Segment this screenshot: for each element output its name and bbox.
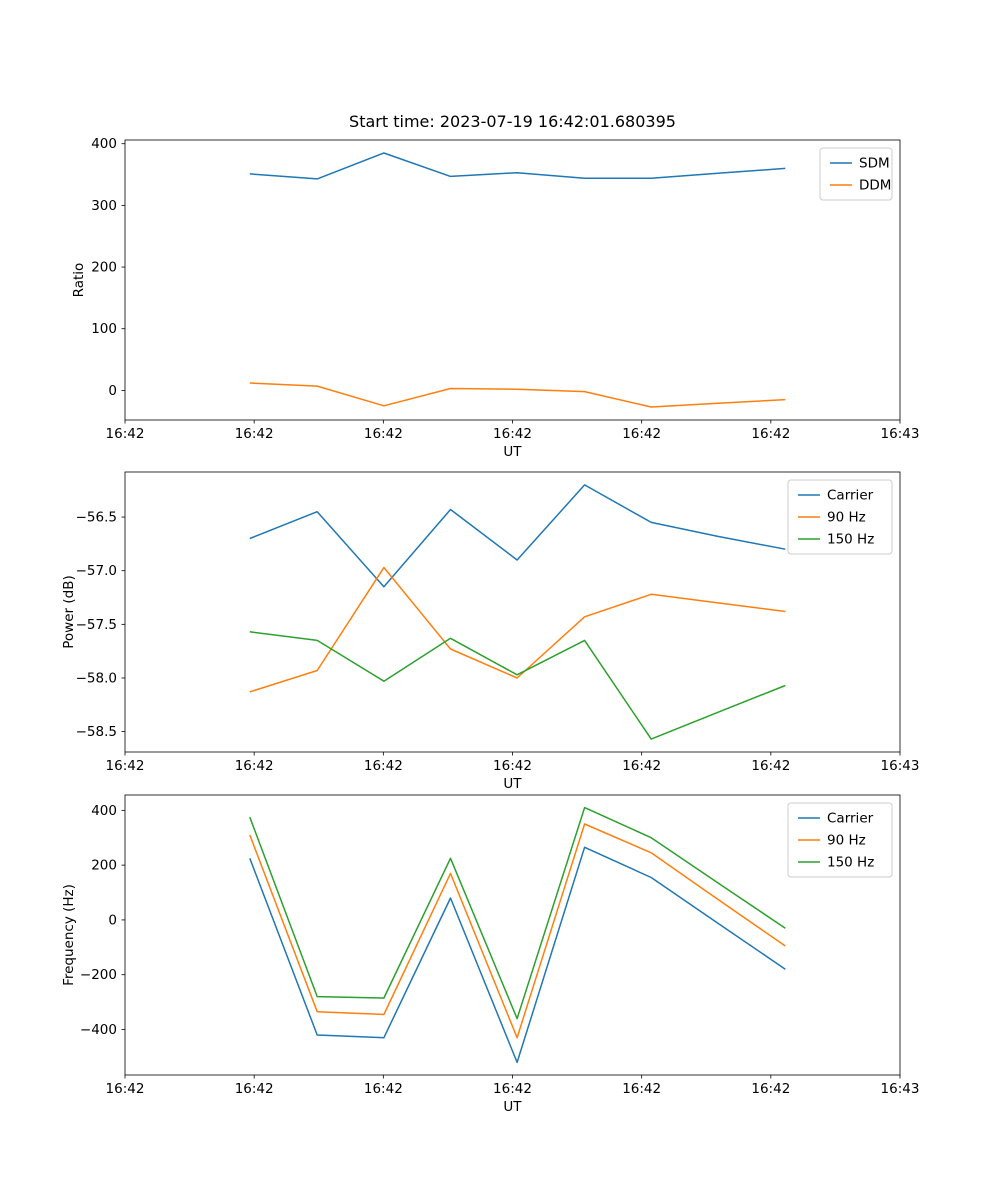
series-line-carrier	[249, 846, 786, 1064]
x-tick-label: 16:42	[493, 1081, 532, 1097]
power-chart: −58.5 −58.0 −57.5 −57.0 −56.5 16:42 16:42 16:42…	[61, 471, 920, 792]
x-tick-label: 16:42	[106, 1081, 145, 1097]
legend-label: SDM	[859, 156, 890, 172]
y-tick-label: 400	[91, 803, 117, 819]
y-tick-label: 200	[91, 260, 117, 276]
y-tick-label: 0	[108, 383, 117, 399]
legend-label: 150 Hz	[827, 855, 874, 871]
x-tick-label: 16:42	[751, 1081, 790, 1097]
y-tick-label: 200	[91, 858, 117, 874]
legend: SDM DDM	[819, 147, 893, 201]
x-tick-label: 16:43	[881, 758, 920, 774]
y-tick-label: −57.0	[76, 563, 117, 579]
y-axis-label: Ratio	[71, 263, 87, 298]
legend-box	[787, 802, 893, 878]
series-line-carrier	[249, 484, 786, 588]
y-tick-label: 100	[91, 321, 117, 337]
x-tick-label: 16:42	[493, 758, 532, 774]
legend: Carrier 90 Hz 150 Hz	[787, 479, 893, 555]
legend-label: DDM	[859, 178, 891, 194]
series-line-150-hz	[249, 806, 786, 1020]
series-line-ddm	[249, 382, 786, 408]
y-tick-label: −58.5	[76, 724, 117, 740]
y-tick-label: −56.5	[76, 510, 117, 526]
x-tick-label: 16:42	[364, 758, 403, 774]
legend-box	[787, 479, 893, 555]
y-axis-label: Frequency (Hz)	[61, 884, 77, 986]
frequency-chart: −400 −200 0 200 400 16:42 16:42 16:42 16:42 16:42…	[61, 794, 920, 1115]
y-tick-label: 400	[91, 136, 117, 152]
x-axis-label: UT	[503, 776, 522, 792]
y-tick-label: −58.0	[76, 670, 117, 686]
legend-label: Carrier	[827, 811, 874, 827]
x-tick-label: 16:42	[106, 426, 145, 442]
y-tick-label: −400	[80, 1022, 117, 1038]
x-tick-label: 16:42	[622, 1081, 661, 1097]
y-tick-label: 300	[91, 198, 117, 214]
y-tick-label: −200	[80, 967, 117, 983]
x-tick-label: 16:42	[493, 426, 532, 442]
legend-box	[819, 147, 893, 201]
figure-title: Start time: 2023-07-19 16:42:01.680395	[349, 112, 676, 131]
legend-label: Carrier	[827, 488, 874, 504]
y-tick-label: 0	[108, 912, 117, 928]
y-axis-label: Power (dB)	[61, 575, 77, 648]
legend: Carrier 90 Hz 150 Hz	[787, 802, 893, 878]
x-tick-label: 16:42	[106, 758, 145, 774]
x-tick-label: 16:42	[751, 426, 790, 442]
series-line-90-hz	[249, 566, 786, 693]
x-tick-label: 16:42	[622, 426, 661, 442]
legend-label: 150 Hz	[827, 532, 874, 548]
x-axis-label: UT	[503, 444, 522, 460]
x-tick-label: 16:42	[235, 1081, 274, 1097]
legend-label: 90 Hz	[827, 510, 866, 526]
x-tick-label: 16:42	[751, 758, 790, 774]
x-tick-label: 16:43	[881, 1081, 920, 1097]
legend-label: 90 Hz	[827, 833, 866, 849]
x-tick-label: 16:42	[622, 758, 661, 774]
x-tick-label: 16:43	[881, 426, 920, 442]
y-tick-label: −57.5	[76, 617, 117, 633]
x-tick-label: 16:42	[364, 426, 403, 442]
ratio-chart: 0 100 200 300 400 16:42 16:42 16:42 16:42 16:42 16…	[71, 136, 919, 460]
axes-frame	[124, 794, 901, 1076]
axes-frame	[124, 139, 901, 421]
x-tick-label: 16:42	[235, 426, 274, 442]
series-line-150-hz	[249, 631, 786, 740]
x-tick-label: 16:42	[235, 758, 274, 774]
x-tick-label: 16:42	[364, 1081, 403, 1097]
series-line-90-hz	[249, 823, 786, 1039]
series-line-sdm	[249, 152, 786, 180]
x-axis-label: UT	[503, 1099, 522, 1115]
